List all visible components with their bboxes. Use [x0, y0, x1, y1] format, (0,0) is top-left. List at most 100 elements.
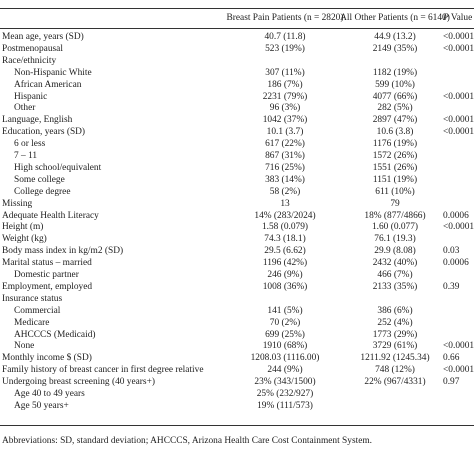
p-value: 0.97 [443, 377, 460, 388]
column-header: P Value [443, 13, 473, 23]
p-value: <0.0001 [443, 91, 474, 102]
p-value: <0.0001 [443, 127, 474, 138]
cell: 10.6 (3.8) [376, 127, 414, 138]
cell: 1910 (68%) [262, 341, 308, 352]
cell: 1008 (36%) [262, 281, 308, 292]
cell: 79 [390, 198, 400, 209]
row-label: Mean age, years (SD) [2, 32, 84, 42]
cell: 23% (343/1500) [254, 377, 316, 388]
cell: 1182 (19%) [372, 67, 418, 78]
p-value: 0.03 [443, 246, 460, 257]
cell: 25% (232/927) [256, 389, 314, 399]
row-label: Height (m) [2, 222, 44, 233]
cell: 70 (2%) [269, 317, 301, 328]
cell: 44.9 (13.2) [374, 32, 416, 42]
row-label: Medicare [14, 317, 50, 328]
cell: 2133 (35%) [372, 281, 418, 292]
row-label: Race/ethnicity [2, 55, 57, 66]
row-label: Weight (kg) [2, 234, 47, 245]
cell: 141 (5%) [267, 305, 303, 316]
row-label: None [14, 341, 35, 352]
cell: 29.9 (8.08) [374, 246, 416, 257]
row-label: 6 or less [14, 139, 46, 150]
cell: 599 (10%) [375, 79, 415, 90]
cell: 40.7 (11.8) [264, 32, 306, 42]
cell: 307 (11%) [265, 67, 305, 78]
cell: 13 [280, 198, 290, 209]
row-label: Adequate Health Literacy [2, 210, 99, 221]
p-value: 0.0006 [443, 210, 469, 221]
cell: 466 (7%) [377, 270, 413, 280]
cell: 1.60 (0.077) [371, 222, 419, 233]
row-label: Education, years (SD) [2, 127, 86, 138]
cell: 1042 (37%) [262, 115, 308, 126]
p-value: <0.0001 [443, 222, 474, 233]
cell: 282 (5%) [377, 103, 413, 114]
p-value: <0.0001 [443, 32, 474, 42]
p-value: <0.0001 [443, 43, 474, 54]
p-value: 0.39 [443, 281, 460, 292]
row-label: Age 50 years+ [14, 400, 69, 411]
cell: 1151 (19%) [372, 174, 418, 185]
cell: 716 (25%) [265, 162, 305, 173]
cell: 1176 (19%) [372, 139, 418, 150]
cell: 244 (9%) [267, 365, 303, 376]
row-label: Other [14, 103, 36, 114]
cell: 74.3 (18.1) [264, 234, 306, 245]
cell: 1.58 (0.079) [261, 222, 309, 233]
cell: 1211.92 (1245.34) [360, 353, 430, 364]
row-label: AHCCCS (Medicaid) [14, 329, 96, 340]
p-value: <0.0001 [443, 341, 474, 352]
row-label: High school/equivalent [14, 162, 102, 173]
cell: 252 (4%) [377, 317, 413, 328]
cell: 186 (7%) [267, 79, 303, 90]
cell: 2897 (47%) [372, 115, 418, 126]
cell: 1572 (26%) [372, 151, 418, 161]
row-label: College degree [14, 186, 71, 197]
cell: 10.1 (3.7) [266, 127, 304, 138]
p-value: 0.0006 [443, 258, 469, 269]
row-label: Language, English [2, 115, 73, 126]
cell: 2432 (40%) [372, 258, 418, 269]
cell: 2149 (35%) [372, 43, 418, 54]
p-value: <0.0001 [443, 115, 474, 126]
cell: 523 (19%) [265, 43, 305, 54]
row-label: Monthly income $ (SD) [2, 353, 92, 364]
row-label: Some college [14, 174, 65, 185]
cell: 699 (25%) [265, 329, 305, 340]
cell: 58 (2%) [269, 186, 301, 197]
header-rule [0, 28, 474, 29]
cell: 3729 (61%) [372, 341, 418, 352]
row-label: 7 – 11 [14, 151, 38, 161]
cell: 867 (31%) [265, 151, 305, 161]
cell: 748 (12%) [375, 365, 415, 376]
column-header: All Other Patients (n = 6140) [340, 13, 450, 23]
row-label: Hispanic [14, 91, 48, 102]
row-label: Domestic partner [14, 270, 79, 280]
cell: 22% (967/4331) [364, 377, 426, 388]
cell: 617 (22%) [265, 139, 305, 150]
p-value: <0.0001 [443, 365, 474, 376]
row-label: Employment, employed [2, 281, 93, 292]
cell: 14% (283/2024) [254, 210, 316, 221]
row-label: Commercial [14, 305, 61, 316]
cell: 19% (111/573) [257, 400, 313, 411]
row-label: Missing [2, 198, 33, 209]
footnote: Abbreviations: SD, standard deviation; A… [2, 436, 373, 446]
cell: 1208.03 (1116.00) [250, 353, 320, 364]
cell: 383 (14%) [265, 174, 305, 185]
row-label: Postmenopausal [2, 43, 63, 54]
cell: 76.1 (19.3) [374, 234, 416, 245]
cell: 1196 (42%) [262, 258, 308, 269]
row-label: Insurance status [2, 293, 63, 304]
row-label: Age 40 to 49 years [14, 389, 85, 399]
row-label: Body mass index in kg/m2 (SD) [2, 246, 124, 257]
p-value: 0.66 [443, 353, 460, 364]
row-label: Non-Hispanic White [14, 67, 92, 78]
row-label: Undergoing breast screening (40 years+) [2, 377, 155, 388]
cell: 246 (9%) [267, 270, 303, 280]
column-header: Breast Pain Patients (n = 2820) [226, 13, 344, 23]
row-label: African American [14, 79, 82, 90]
top-rule [0, 8, 474, 9]
